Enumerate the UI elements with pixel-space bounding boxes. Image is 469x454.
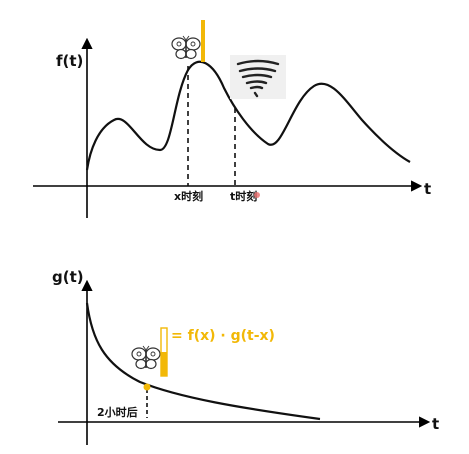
bottom-x-label: t (432, 415, 439, 433)
marker-x-label: x时刻 (174, 189, 203, 203)
top-graph: f(t) t x时刻 t时刻 (33, 20, 431, 218)
marker-2h-dot (143, 383, 151, 391)
top-x-label: t (424, 180, 431, 198)
bottom-y-label: g(t) (52, 268, 84, 286)
bottom-graph: g(t) t 2小时后 = f(x) · g(t-x) (52, 268, 439, 445)
accent-bar-top (201, 20, 205, 62)
marker-2h-label: 2小时后 (97, 405, 138, 419)
butterfly-icon (131, 345, 161, 370)
convolution-formula: = f(x) · g(t-x) (171, 328, 275, 344)
marker-t-label: t时刻 (230, 189, 257, 203)
red-dot (254, 192, 260, 198)
top-y-label: f(t) (56, 52, 83, 70)
accent-bar-bottom (160, 327, 168, 377)
g-curve (85, 302, 321, 421)
butterfly-icon (171, 35, 201, 60)
f-curve (85, 60, 411, 171)
tornado-icon (230, 55, 286, 99)
